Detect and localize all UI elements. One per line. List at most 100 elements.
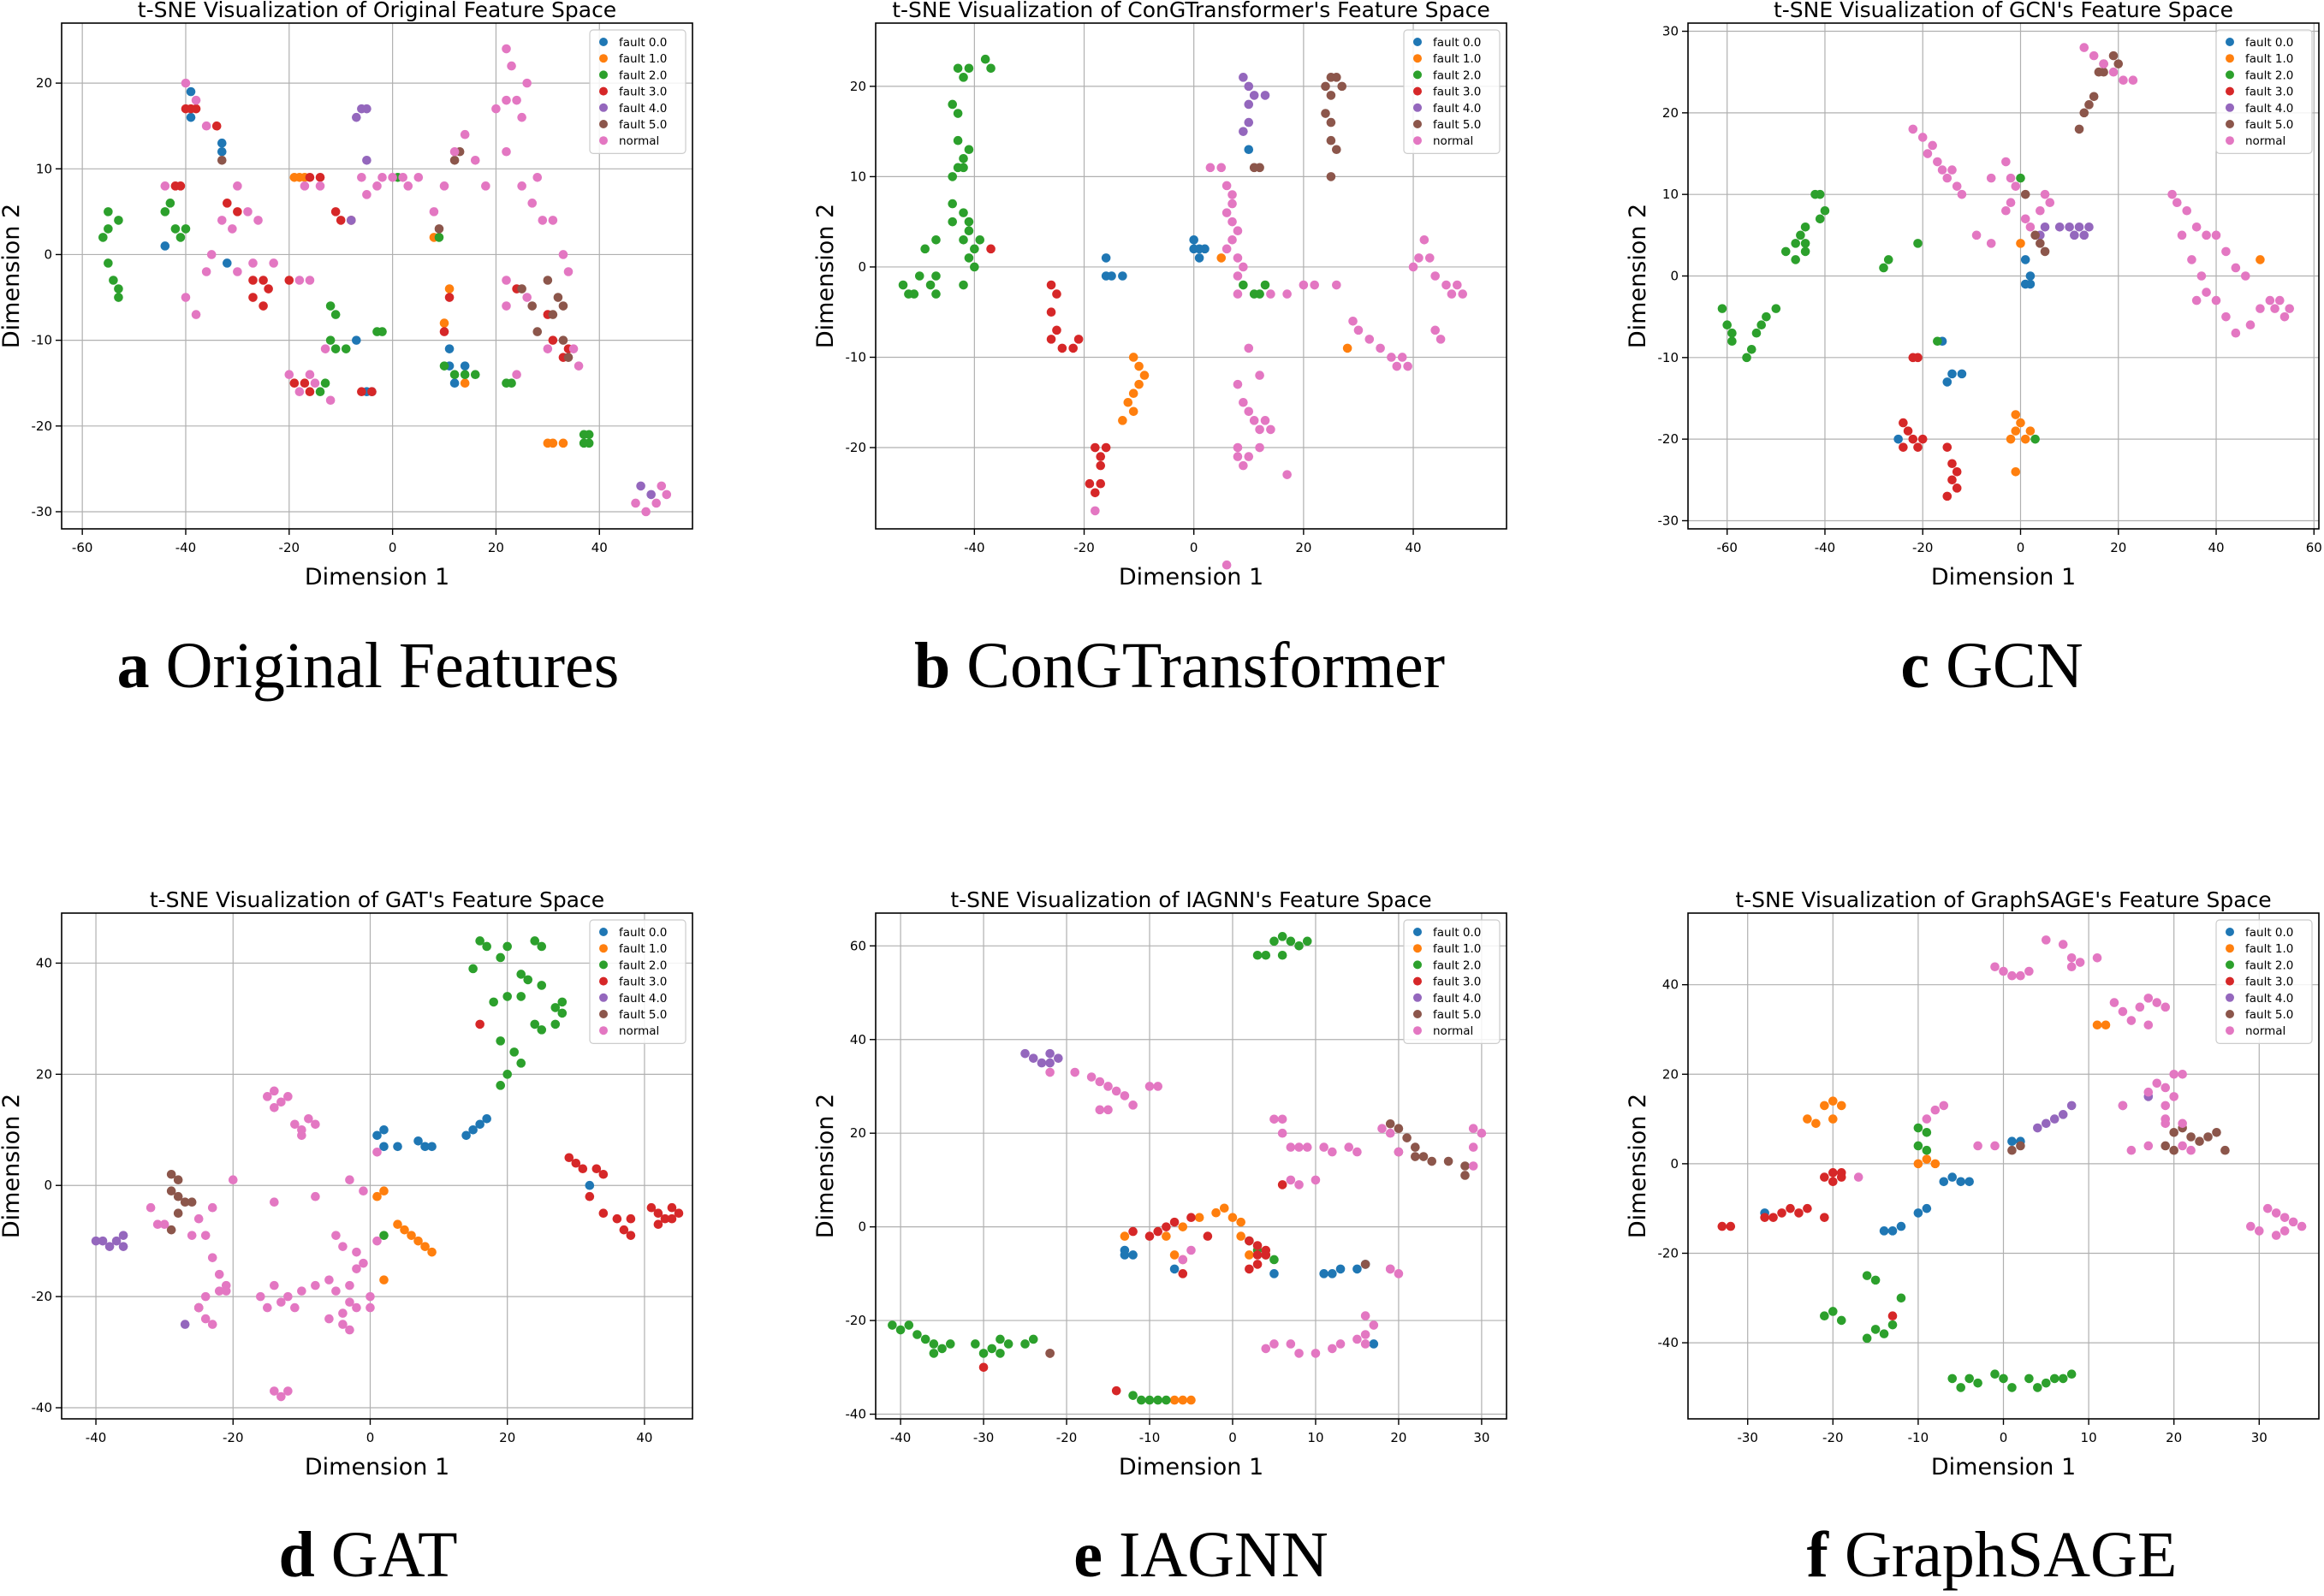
y-tick-label: 40 xyxy=(850,1032,866,1047)
legend-marker xyxy=(2226,1026,2234,1035)
data-point xyxy=(502,146,511,157)
data-point xyxy=(2020,255,2030,264)
data-point xyxy=(1227,190,1237,199)
x-tick-label: 0 xyxy=(366,1430,375,1445)
data-point xyxy=(1820,1213,1829,1222)
data-point xyxy=(276,1391,286,1402)
data-point xyxy=(532,173,543,182)
data-point xyxy=(1128,406,1138,417)
data-point xyxy=(898,280,908,290)
data-point xyxy=(1328,1344,1337,1354)
legend-marker xyxy=(599,960,608,970)
legend-label: fault 1.0 xyxy=(1433,942,1481,956)
data-point xyxy=(667,1213,677,1224)
legend: fault 0.0 fault 1.0 fault 2.0 fault 3.0 faul… xyxy=(589,29,687,154)
data-point xyxy=(2016,173,2025,183)
data-point xyxy=(1385,1118,1395,1129)
data-point xyxy=(160,207,170,217)
data-point xyxy=(1107,271,1116,281)
data-point xyxy=(1085,478,1095,489)
data-point xyxy=(1227,199,1237,209)
legend-box xyxy=(1403,919,1501,1044)
data-point xyxy=(270,1386,279,1396)
legend-marker xyxy=(2226,120,2234,128)
data-point xyxy=(964,217,974,227)
data-point xyxy=(2024,1374,2034,1384)
data-point xyxy=(211,121,222,131)
x-tick-label: -60 xyxy=(72,540,93,555)
data-point xyxy=(1853,1172,1863,1182)
data-point xyxy=(1045,1067,1055,1077)
legend-marker xyxy=(1413,38,1422,46)
data-point xyxy=(2231,328,2241,338)
data-point xyxy=(1095,1077,1105,1087)
data-point xyxy=(283,1291,293,1302)
caption-text: ConGTransformer xyxy=(966,630,1445,702)
data-point xyxy=(959,208,968,217)
data-point xyxy=(2016,418,2025,428)
data-point xyxy=(1828,1168,1838,1178)
data-point xyxy=(2074,124,2084,134)
data-point xyxy=(959,163,968,173)
data-point xyxy=(1245,1236,1254,1246)
data-point xyxy=(1221,560,1232,570)
data-point xyxy=(948,172,958,181)
x-tick-label: 10 xyxy=(1307,1430,1323,1445)
data-point xyxy=(91,1236,101,1246)
data-point xyxy=(1261,1245,1271,1255)
data-point xyxy=(305,370,315,379)
data-point xyxy=(214,1269,224,1279)
data-point xyxy=(109,276,118,285)
data-point xyxy=(1045,1048,1055,1059)
data-point xyxy=(1236,1217,1245,1227)
x-tick-label: -20 xyxy=(279,540,300,555)
data-point xyxy=(1942,491,1953,501)
y-tick-label: 20 xyxy=(1662,105,1679,121)
data-point xyxy=(1335,1264,1346,1274)
data-point xyxy=(1128,1101,1138,1110)
data-point xyxy=(1319,1142,1328,1152)
data-point xyxy=(289,378,300,389)
data-point xyxy=(253,216,263,225)
data-point xyxy=(1342,343,1352,353)
legend-label: normal xyxy=(1433,134,1473,148)
legend-label: fault 0.0 xyxy=(1433,36,1481,50)
data-point xyxy=(1947,1172,1958,1182)
legend-marker xyxy=(1413,103,1422,112)
data-point xyxy=(173,1191,183,1201)
data-point xyxy=(1971,230,1982,240)
data-point xyxy=(1144,1395,1155,1405)
data-point xyxy=(1139,371,1150,380)
data-point xyxy=(1460,1161,1470,1171)
data-point xyxy=(2007,1383,2017,1392)
data-point xyxy=(413,173,424,182)
data-point xyxy=(290,1302,300,1313)
data-point xyxy=(1216,163,1227,173)
legend-label: fault 5.0 xyxy=(619,118,667,132)
data-point xyxy=(420,1242,430,1251)
data-point xyxy=(1930,1105,1941,1115)
legend-marker xyxy=(2226,960,2234,970)
legend-label: fault 4.0 xyxy=(2245,992,2293,1006)
data-point xyxy=(1376,343,1385,353)
data-point xyxy=(1091,442,1100,453)
legend-label: fault 3.0 xyxy=(619,976,667,989)
data-point xyxy=(2152,998,2162,1007)
data-point xyxy=(475,936,484,946)
data-point xyxy=(1311,1349,1321,1358)
data-point xyxy=(352,1302,361,1313)
data-point xyxy=(980,54,990,64)
legend-marker xyxy=(1413,928,1422,936)
chart-title: t-SNE Visualization of Original Feature … xyxy=(138,0,616,22)
data-point xyxy=(1722,320,1733,329)
data-point xyxy=(1820,1172,1829,1182)
data-point xyxy=(2279,311,2290,322)
data-point xyxy=(1394,1269,1404,1279)
data-point xyxy=(180,1320,190,1329)
data-point xyxy=(2016,1141,2025,1151)
data-point xyxy=(114,216,123,225)
data-point xyxy=(1973,1378,1982,1388)
data-point xyxy=(2066,962,2077,972)
data-point xyxy=(888,1320,897,1330)
legend-marker xyxy=(2226,70,2234,80)
